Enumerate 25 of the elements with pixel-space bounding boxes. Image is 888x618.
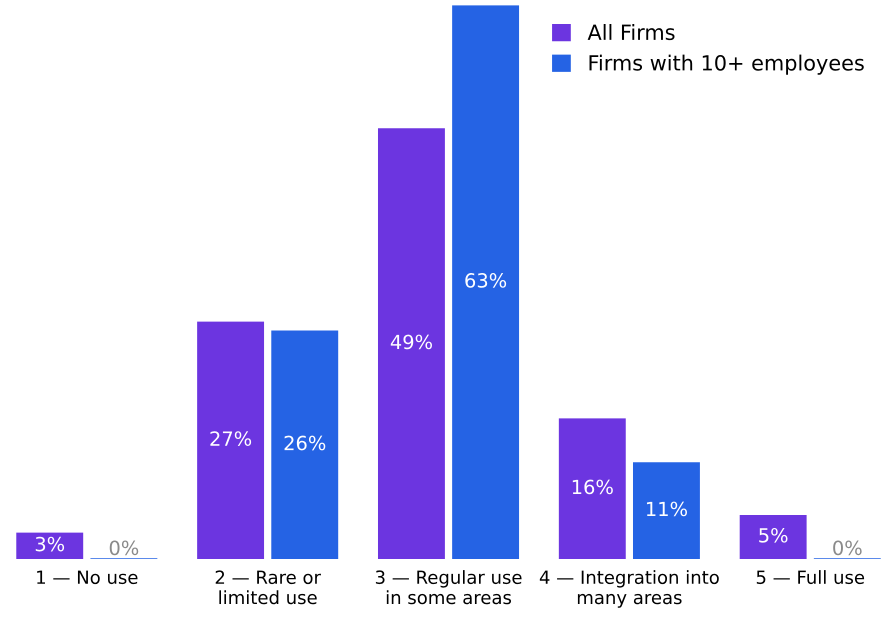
data-label: 3%: [36, 536, 64, 552]
x-tick-label: 4 — Integration into many areas: [540, 570, 719, 608]
bar: [378, 128, 445, 559]
legend-label: All Firms: [588, 24, 675, 40]
bar: [16, 532, 84, 559]
bar: [271, 330, 338, 559]
data-label: 0%: [110, 540, 138, 556]
data-label: 0%: [833, 540, 862, 556]
data-label: 26%: [284, 436, 326, 450]
data-label: 5%: [759, 528, 788, 543]
x-tick-label: 2 — Rare or limited use: [216, 570, 321, 604]
data-label: 16%: [572, 480, 613, 494]
data-label: 63%: [465, 273, 506, 288]
bar: [197, 322, 264, 559]
legend-label: Firms with 10+ employees: [590, 54, 864, 75]
bar: [558, 418, 626, 559]
bar: [632, 462, 700, 559]
data-label: 11%: [646, 502, 687, 516]
data-label: 27%: [210, 431, 252, 446]
x-tick-label: 5 — Full use: [756, 570, 864, 584]
bar: [452, 5, 520, 559]
bar: [740, 515, 807, 559]
data-label: 49%: [390, 334, 432, 350]
x-tick-label: 1 — No use: [37, 570, 138, 584]
x-tick-label: 3 — Regular use in some areas: [376, 570, 522, 604]
